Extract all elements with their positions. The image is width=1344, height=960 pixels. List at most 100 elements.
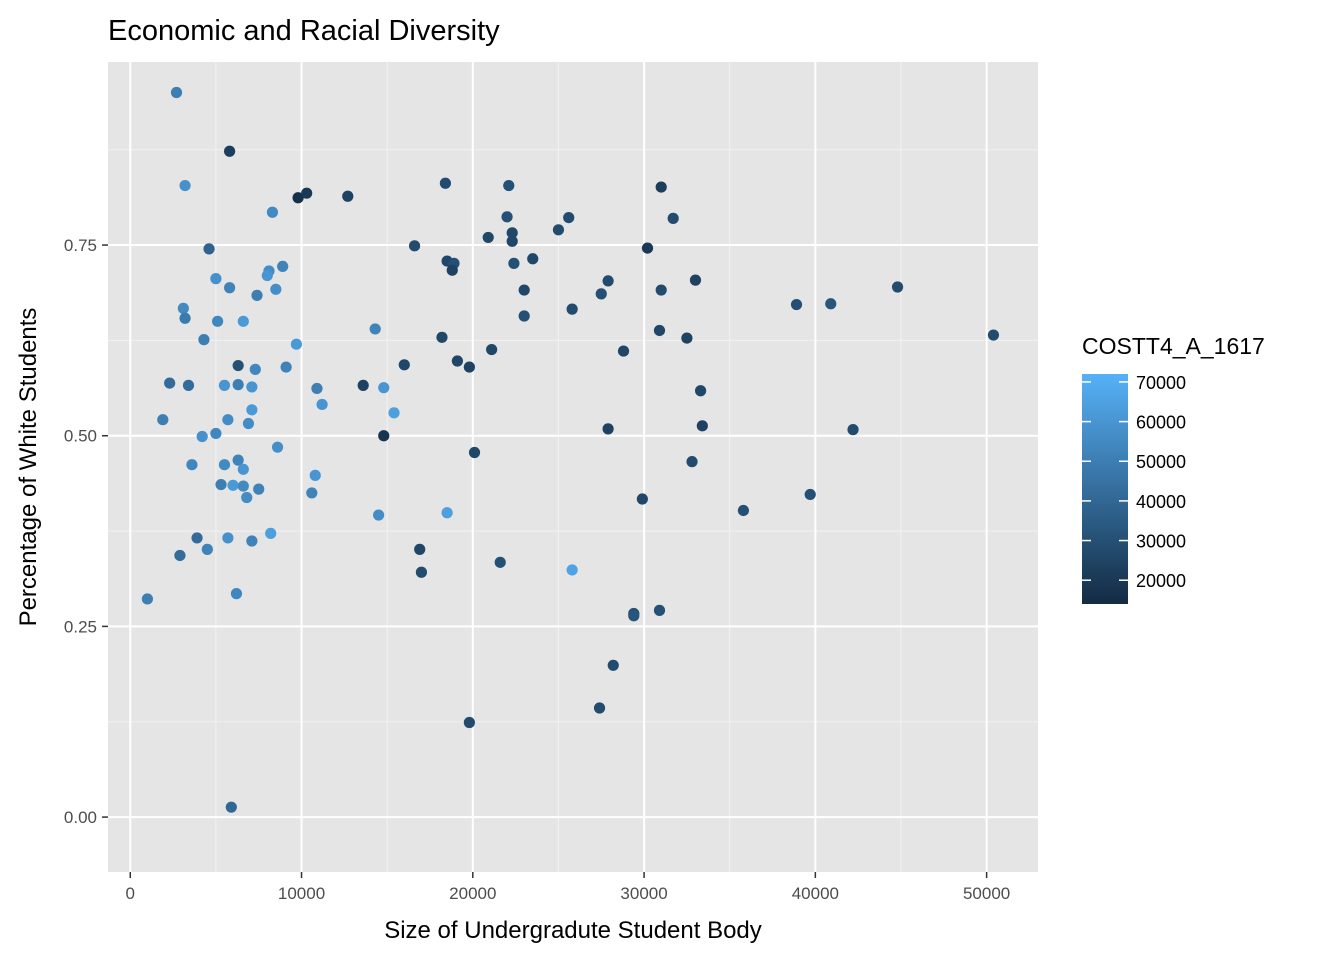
data-point <box>246 535 258 547</box>
data-point <box>446 264 458 276</box>
data-point <box>686 456 698 468</box>
data-point <box>280 361 292 373</box>
data-point <box>253 483 265 495</box>
chart-title: Economic and Racial Diversity <box>108 15 500 47</box>
data-point <box>242 417 255 430</box>
plot-panel <box>108 62 1038 872</box>
data-point <box>636 493 648 505</box>
data-point <box>227 479 239 491</box>
data-point <box>270 283 282 295</box>
data-point <box>602 275 614 287</box>
data-point <box>224 282 236 294</box>
x-tick-label: 20000 <box>449 884 496 903</box>
data-point <box>607 659 619 671</box>
legend-colorbar <box>1082 374 1128 604</box>
data-point <box>316 398 328 411</box>
data-point <box>408 240 421 252</box>
data-point <box>602 423 614 435</box>
data-point <box>987 329 1000 341</box>
data-point <box>196 430 208 443</box>
data-point <box>224 145 236 157</box>
y-tick-label: 0.00 <box>64 808 97 827</box>
data-point <box>655 181 667 193</box>
data-point <box>222 532 234 544</box>
y-axis: 0.00 0.25 0.50 0.75 <box>64 236 108 827</box>
data-point <box>261 269 273 282</box>
grid-minor-lines <box>108 62 1038 872</box>
data-point <box>804 488 816 501</box>
data-point <box>378 430 390 442</box>
data-point <box>552 224 565 236</box>
y-axis-title: Percentage of White Students <box>15 308 42 627</box>
data-point <box>593 702 606 714</box>
data-point <box>891 281 904 293</box>
legend-tick-label: 30000 <box>1136 532 1186 552</box>
data-point <box>847 424 859 436</box>
data-point <box>174 549 186 562</box>
data-point <box>141 593 153 605</box>
data-point <box>246 381 258 393</box>
data-point <box>164 377 176 389</box>
data-point <box>378 382 390 394</box>
data-point <box>486 343 498 356</box>
x-axis: 0 10000 20000 30000 40000 50000 <box>126 872 1010 903</box>
data-point <box>689 274 702 286</box>
data-point <box>414 543 426 555</box>
legend-ticks: 20000 30000 40000 50000 60000 70000 <box>1082 373 1186 591</box>
data-point <box>595 288 607 300</box>
data-point <box>249 363 261 375</box>
data-point <box>681 332 693 344</box>
legend-tick-label: 60000 <box>1136 413 1186 433</box>
data-point <box>508 257 520 269</box>
y-tick-label: 0.75 <box>64 236 97 255</box>
data-point <box>271 441 284 453</box>
data-points <box>141 86 1000 813</box>
data-point <box>653 604 666 616</box>
x-axis-title: Size of Undergradute Student Body <box>384 917 762 944</box>
data-point <box>482 231 494 244</box>
data-point <box>251 289 263 301</box>
data-point <box>628 610 640 622</box>
data-point <box>309 469 321 481</box>
legend: COSTT4_A_1617 20000 30000 40000 50000 60000 7… <box>1082 333 1265 604</box>
data-point <box>369 323 381 335</box>
data-point <box>388 407 400 419</box>
data-point <box>290 338 302 350</box>
x-tick-label: 40000 <box>792 884 839 903</box>
data-point <box>357 379 369 391</box>
data-point <box>237 315 249 327</box>
legend-tick-label: 20000 <box>1136 571 1186 591</box>
data-point <box>179 312 191 324</box>
data-point <box>182 379 195 391</box>
data-point <box>201 543 213 555</box>
data-point <box>501 211 513 223</box>
data-point <box>157 414 169 426</box>
data-point <box>203 243 215 255</box>
data-point <box>198 334 210 346</box>
x-tick-label: 0 <box>126 884 135 903</box>
data-point <box>451 355 463 367</box>
data-point <box>566 564 578 576</box>
data-point <box>518 284 530 296</box>
data-point <box>436 331 448 343</box>
data-point <box>825 298 837 310</box>
y-tick-label: 0.50 <box>64 427 97 446</box>
data-point <box>373 509 385 521</box>
data-point <box>641 242 654 254</box>
data-point <box>222 414 234 426</box>
data-point <box>694 385 707 397</box>
data-point <box>246 404 258 416</box>
data-point <box>653 324 666 337</box>
data-point <box>232 454 244 466</box>
data-point <box>218 459 231 471</box>
data-point <box>503 179 515 192</box>
data-point <box>506 235 518 247</box>
data-point <box>311 382 323 395</box>
data-point <box>518 310 530 322</box>
data-point <box>215 478 227 491</box>
data-point <box>306 487 318 499</box>
data-point <box>563 211 575 224</box>
data-point <box>463 716 475 729</box>
legend-tick-label: 70000 <box>1136 373 1186 393</box>
